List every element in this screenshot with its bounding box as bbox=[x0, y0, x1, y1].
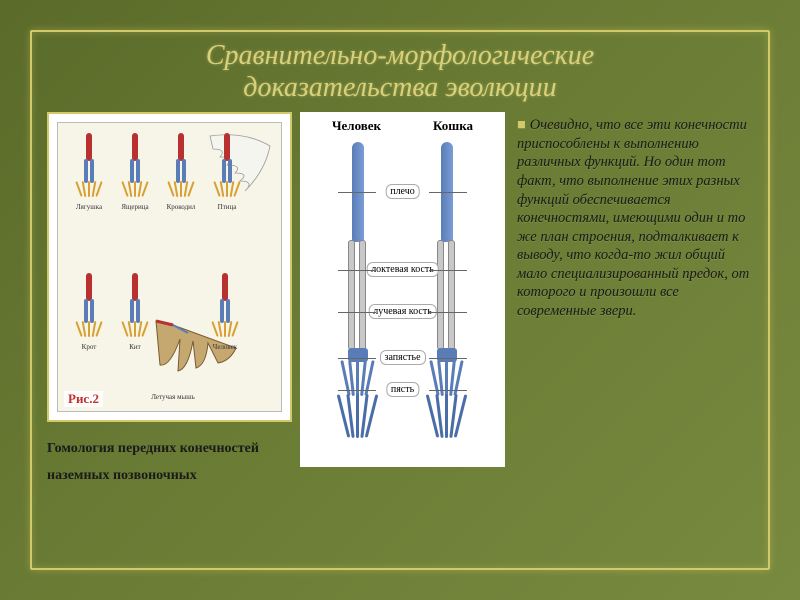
slide-title: Сравнительно-морфологические доказательс… bbox=[47, 40, 753, 112]
comparison-panel: Человек Кошка плечо локтевая кость лучевая… bbox=[300, 112, 505, 467]
specimen-limb bbox=[116, 133, 154, 203]
specimen-limb bbox=[70, 133, 108, 203]
slide-frame: Сравнительно-морфологические доказательс… bbox=[30, 30, 770, 570]
content-row: Рис.2 ЛягушкаЯщерицаКрокодилПтица КротКит… bbox=[47, 112, 753, 552]
limbs-grid: Рис.2 ЛягушкаЯщерицаКрокодилПтица КротКит… bbox=[57, 122, 282, 412]
bone-annotation: локтевая кость bbox=[366, 262, 439, 277]
annotation-leader bbox=[338, 312, 376, 313]
bone-annotation: плечо bbox=[385, 184, 420, 199]
specimen-limb bbox=[70, 273, 108, 343]
specimen-label: Лягушка bbox=[64, 203, 114, 211]
body-text: ■Очевидно, что все эти конечности приспо… bbox=[517, 116, 751, 320]
specimen-limb bbox=[206, 273, 244, 343]
column-cat: Кошка bbox=[433, 118, 473, 134]
comparison-header: Человек Кошка bbox=[306, 118, 499, 134]
figure-number: Рис.2 bbox=[64, 391, 103, 407]
specimen-label: Кит bbox=[110, 343, 160, 351]
annotation-leader bbox=[429, 270, 467, 271]
skeleton-human bbox=[334, 142, 382, 452]
title-line-2: доказательства эволюции bbox=[243, 72, 556, 103]
specimen-limb bbox=[116, 273, 154, 343]
specimen-label: Ящерица bbox=[110, 203, 160, 211]
annotation-leader bbox=[429, 358, 467, 359]
specimen-limb bbox=[208, 133, 246, 203]
bone-annotation: лучевая кость bbox=[368, 304, 437, 319]
body-text-content: Очевидно, что все эти конечности приспос… bbox=[517, 117, 749, 318]
annotation-leader bbox=[338, 192, 376, 193]
bullet-icon: ■ bbox=[517, 117, 526, 133]
annotation-leader bbox=[338, 270, 376, 271]
bone-annotation: пясть bbox=[386, 382, 419, 397]
caption-line-1: Гомология передних конечностей bbox=[47, 436, 292, 463]
specimen-limb bbox=[162, 133, 200, 203]
specimen-label: Крокодил bbox=[156, 203, 206, 211]
skeleton-cat bbox=[423, 142, 471, 452]
annotation-leader bbox=[338, 390, 376, 391]
homology-figure: Рис.2 ЛягушкаЯщерицаКрокодилПтица КротКит… bbox=[47, 112, 292, 422]
annotation-leader bbox=[429, 192, 467, 193]
specimen-label: Человек bbox=[200, 343, 250, 351]
figure-caption: Гомология передних конечностей наземных … bbox=[47, 436, 292, 489]
specimen-label: Крот bbox=[64, 343, 114, 351]
specimen-label: Летучая мышь bbox=[148, 393, 198, 401]
specimen-label: Птица bbox=[202, 203, 252, 211]
caption-line-2: наземных позвоночных bbox=[47, 463, 292, 490]
annotation-leader bbox=[338, 358, 376, 359]
right-panel: ■Очевидно, что все эти конечности приспо… bbox=[513, 112, 753, 552]
title-line-1: Сравнительно-морфологические bbox=[206, 40, 594, 71]
column-human: Человек bbox=[332, 118, 381, 134]
left-panel: Рис.2 ЛягушкаЯщерицаКрокодилПтица КротКит… bbox=[47, 112, 292, 552]
annotation-leader bbox=[429, 312, 467, 313]
bone-annotation: запястье bbox=[379, 350, 425, 365]
comparison-diagram: плечо локтевая кость лучевая кость запястье… bbox=[306, 134, 499, 454]
annotation-leader bbox=[429, 390, 467, 391]
